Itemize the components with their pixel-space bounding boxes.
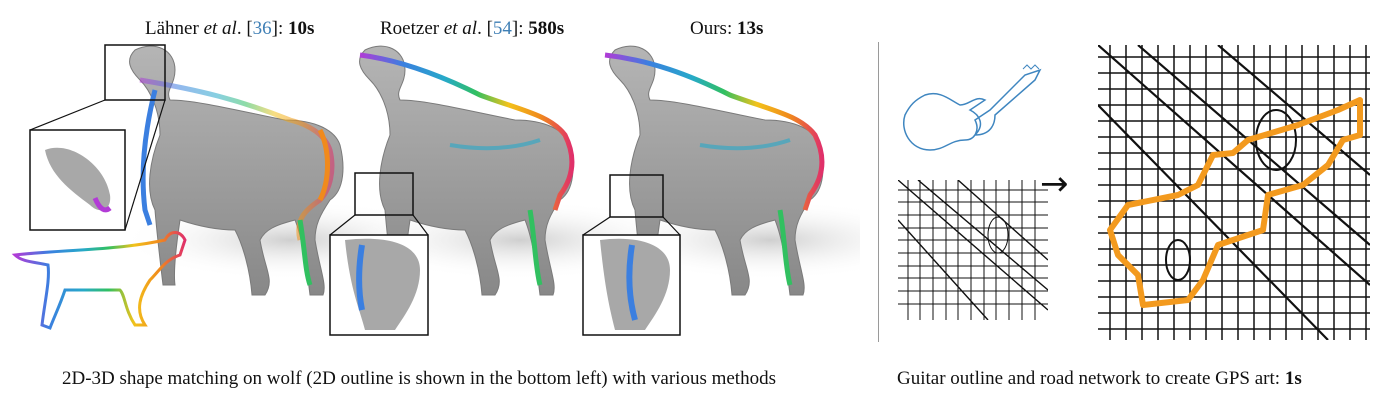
transform-arrow: → <box>1040 164 1069 204</box>
panel-separator <box>878 42 879 342</box>
guitar-outline <box>903 64 1042 151</box>
citation-link-36[interactable]: 36 <box>252 18 272 39</box>
caption-gps: Guitar outline and road network to creat… <box>897 368 1302 389</box>
wolf-lahner <box>11 44 461 330</box>
wolf-2d-outline <box>11 231 187 330</box>
label-lahner: Lähner et al. [36]: 10s <box>145 18 315 39</box>
road-network-with-route <box>1098 45 1370 340</box>
label-roetzer: Roetzer et al. [54]: 580s <box>380 18 565 39</box>
wolf-matching-figure <box>11 44 860 336</box>
caption-wolf: 2D-3D shape matching on wolf (2D outline… <box>62 368 776 389</box>
label-ours: Ours: 13s <box>690 18 764 39</box>
road-network-small <box>898 180 1048 320</box>
gps-route-guitar <box>1107 97 1363 308</box>
wolf-ours <box>582 45 860 336</box>
wolf-roetzer <box>329 45 691 336</box>
citation-link-54[interactable]: 54 <box>492 18 512 39</box>
